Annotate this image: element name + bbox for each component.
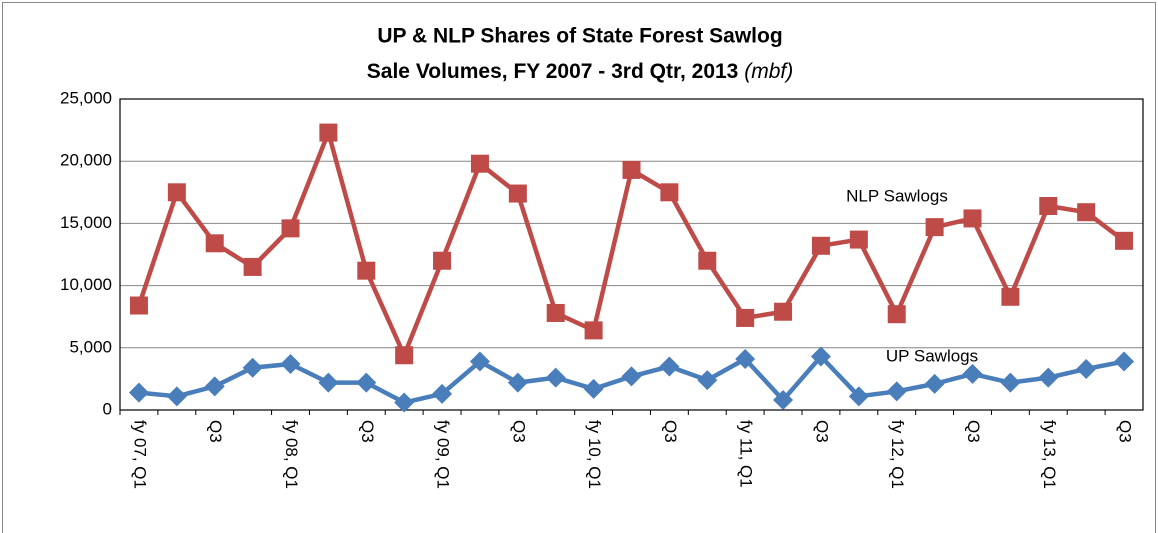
marker — [280, 353, 301, 374]
marker — [318, 372, 339, 393]
marker — [886, 381, 907, 402]
marker — [1114, 351, 1135, 372]
marker — [963, 209, 982, 228]
marker — [357, 261, 376, 280]
x-tick-label: Q3 — [206, 420, 225, 443]
y-tick-label: 10,000 — [60, 275, 112, 294]
marker — [621, 366, 642, 387]
marker — [698, 251, 717, 270]
marker — [1039, 196, 1058, 215]
marker — [773, 390, 794, 411]
marker — [319, 123, 338, 142]
y-tick-label: 20,000 — [60, 151, 112, 170]
marker — [925, 218, 944, 237]
series-label: UP Sawlogs — [886, 346, 978, 365]
marker — [433, 251, 452, 270]
chart-subtitle: Sale Volumes, FY 2007 - 3rd Qtr, 2013 (m… — [367, 60, 793, 83]
marker — [356, 372, 377, 393]
marker — [1076, 358, 1097, 379]
x-tick-label: fy 11, Q1 — [737, 420, 756, 488]
marker — [395, 346, 414, 365]
marker — [129, 296, 148, 315]
marker — [128, 382, 149, 403]
marker — [584, 321, 603, 340]
x-tick-label: fy 13, Q1 — [1040, 420, 1059, 489]
x-tick-label: Q3 — [1116, 420, 1135, 443]
marker — [507, 372, 528, 393]
x-tick-label: Q3 — [964, 420, 983, 443]
marker — [962, 363, 983, 384]
marker — [887, 305, 906, 324]
marker — [281, 219, 300, 238]
marker — [469, 351, 490, 372]
marker — [242, 357, 263, 378]
marker — [545, 367, 566, 388]
marker — [736, 308, 755, 327]
marker — [848, 386, 869, 407]
y-tick-label: 25,000 — [60, 88, 112, 107]
marker — [1001, 287, 1020, 306]
x-tick-label: fy 10, Q1 — [585, 420, 604, 489]
marker — [167, 183, 186, 202]
marker — [508, 184, 527, 203]
x-tick-label: Q3 — [509, 420, 528, 443]
subtitle-unit: (mbf) — [744, 60, 793, 83]
marker — [622, 160, 641, 179]
x-tick-label: Q3 — [661, 420, 680, 443]
marker — [1115, 231, 1134, 250]
marker — [659, 356, 680, 377]
plot-border — [119, 98, 1144, 411]
x-tick-label: Q3 — [358, 420, 377, 443]
marker — [1038, 367, 1059, 388]
marker — [924, 373, 945, 394]
marker — [849, 230, 868, 249]
marker — [432, 383, 453, 404]
marker — [774, 302, 793, 321]
marker — [660, 183, 679, 202]
marker — [205, 234, 224, 253]
marker — [583, 378, 604, 399]
marker — [811, 236, 830, 255]
marker — [166, 386, 187, 407]
marker — [204, 376, 225, 397]
marker — [394, 392, 415, 413]
x-tick-label: fy 09, Q1 — [434, 420, 453, 489]
marker — [470, 154, 489, 173]
subtitle-text: Sale Volumes, FY 2007 - 3rd Qtr, 2013 — [367, 60, 739, 83]
series-label: NLP Sawlogs — [846, 186, 948, 205]
y-tick-label: 15,000 — [60, 213, 112, 232]
y-tick-label: 5,000 — [69, 337, 112, 356]
x-tick-label: fy 07, Q1 — [130, 420, 149, 489]
marker — [697, 370, 718, 391]
marker — [1077, 203, 1096, 222]
marker — [546, 303, 565, 322]
marker — [243, 257, 262, 276]
x-tick-label: Q3 — [812, 420, 831, 443]
x-tick-label: fy 12, Q1 — [888, 420, 907, 489]
chart-title: UP & NLP Shares of State Forest Sawlog — [377, 25, 782, 48]
x-tick-label: fy 08, Q1 — [282, 420, 301, 489]
marker — [810, 346, 831, 367]
marker — [1000, 372, 1021, 393]
y-tick-label: 0 — [103, 399, 112, 418]
marker — [735, 348, 756, 369]
